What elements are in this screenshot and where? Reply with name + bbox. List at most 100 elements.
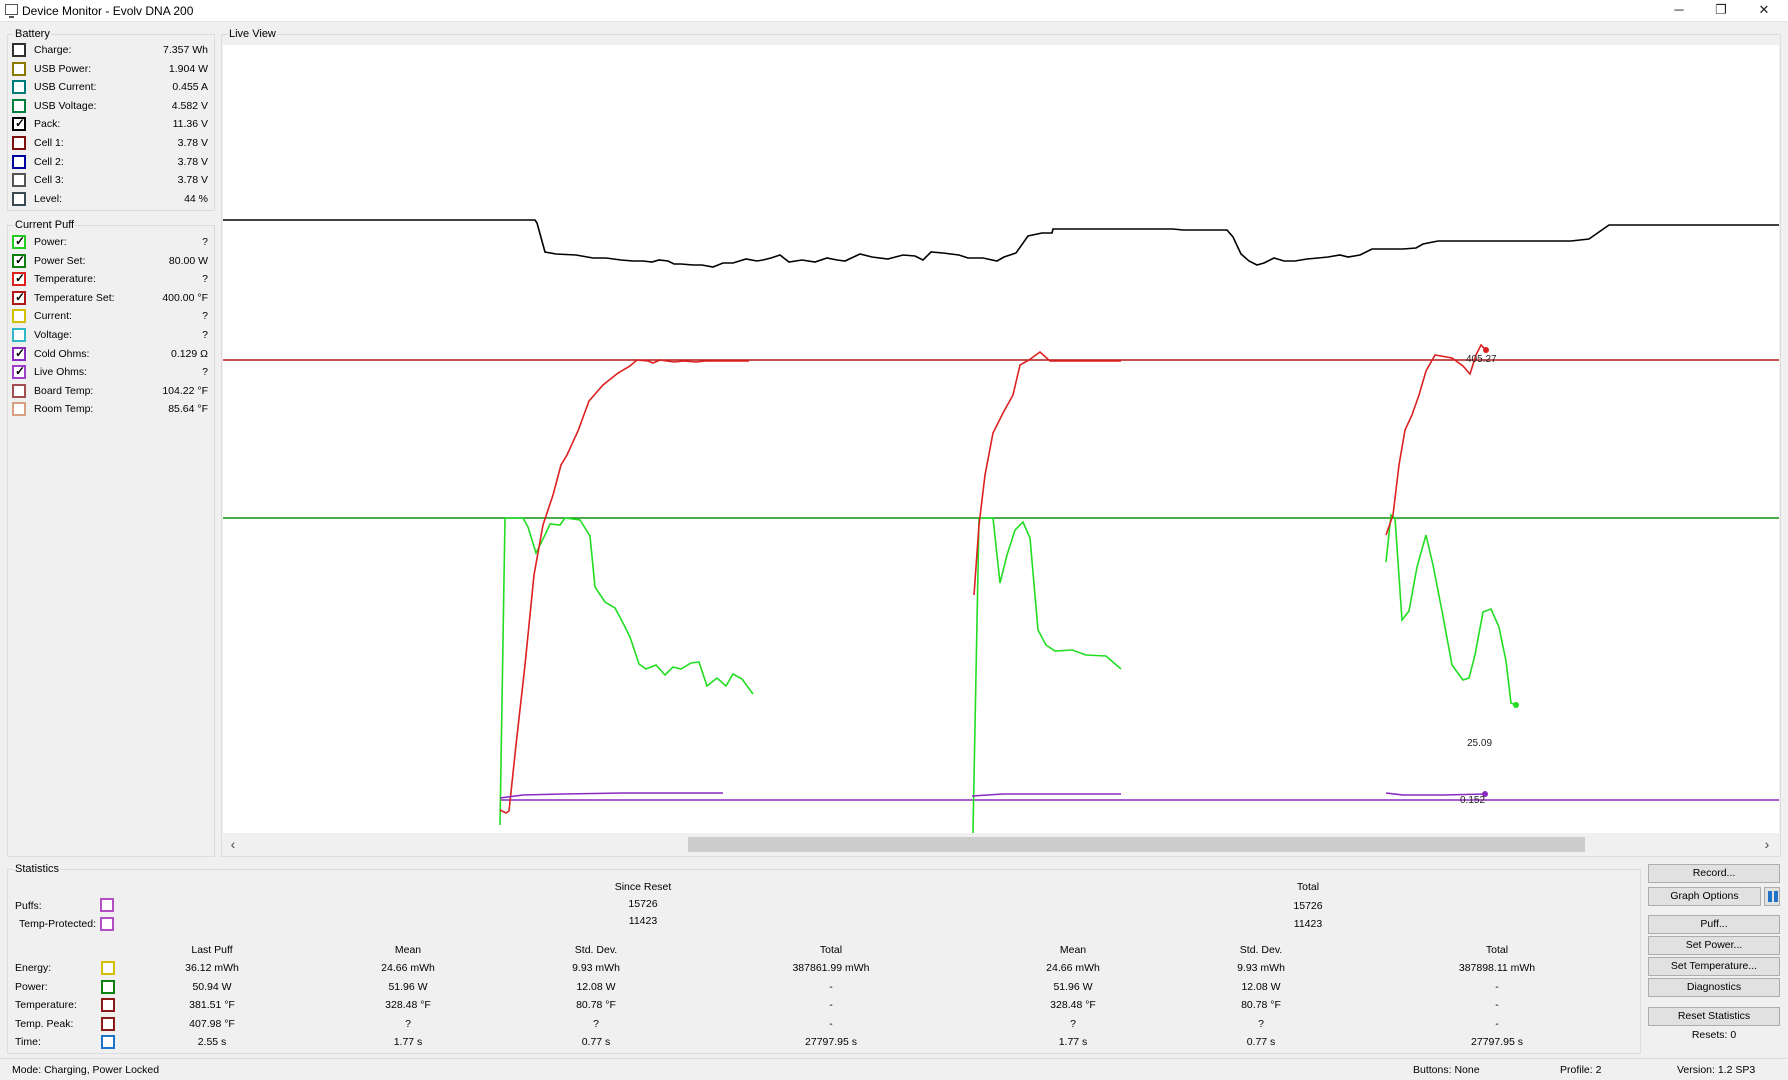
ohms-readout: 0.152 — [1460, 795, 1485, 806]
stat-cell: ? — [593, 1017, 599, 1030]
stat-cell: 9.93 mWh — [1237, 962, 1285, 974]
close-button[interactable]: ✕ — [1758, 2, 1770, 17]
series-checkbox[interactable]: ✓ — [12, 116, 26, 132]
minimize-button[interactable]: ─ — [1674, 2, 1684, 17]
series-row: Room Temp: 85.64 °F — [8, 400, 216, 418]
checkmark-icon: ✓ — [15, 345, 26, 360]
temperature-readout: 405.27 — [1466, 354, 1497, 365]
series-checkbox[interactable]: ✓ — [12, 364, 26, 380]
series-checkbox[interactable]: ✓ — [12, 234, 26, 249]
statistics-title: Statistics — [14, 863, 61, 875]
series-label: USB Current: — [34, 81, 97, 94]
series-row: Board Temp: 104.22 °F — [8, 382, 216, 400]
checkmark-icon: ✓ — [15, 116, 26, 131]
stat-row-label: Power: — [15, 980, 48, 993]
series-row: Voltage:? — [8, 326, 216, 344]
stat-cell: ? — [405, 1017, 411, 1030]
series-checkbox[interactable] — [12, 383, 26, 398]
scroll-left-button[interactable]: ‹ — [230, 836, 236, 852]
scroll-thumb[interactable] — [688, 837, 1585, 852]
live-ohms-line — [499, 792, 723, 799]
stat-row-checkbox[interactable] — [101, 979, 115, 994]
series-label: Temperature: — [34, 273, 96, 286]
series-label: Live Ohms: — [34, 366, 88, 379]
series-label: Cell 1: — [34, 137, 64, 149]
battery-group: Battery Charge: 7.357 Wh USB Power: 1.904 W… — [7, 28, 216, 211]
power-line — [971, 517, 1122, 884]
power-line — [499, 517, 754, 826]
series-checkbox[interactable] — [12, 43, 26, 57]
stat-cell: ? — [1258, 1017, 1264, 1030]
puff-button[interactable]: Puff... — [1648, 915, 1780, 934]
series-checkbox[interactable]: ✓ — [12, 271, 26, 287]
record-button[interactable]: Record... — [1648, 864, 1780, 883]
temp-protected-label: Temp-Protected: — [19, 918, 97, 930]
series-label: USB Voltage: — [34, 99, 97, 112]
series-label: Room Temp: — [34, 403, 94, 416]
series-row: USB Current: 0.455 A — [8, 78, 216, 96]
live-graph[interactable]: 405.27 25.09 0.152 — [223, 45, 1779, 884]
status-version: Version: 1.2 SP3 — [1677, 1064, 1756, 1076]
reset-statistics-button[interactable]: Reset Statistics — [1648, 1007, 1780, 1026]
stat-cell: 9.93 mWh — [572, 962, 620, 974]
set-temperature-button[interactable]: Set Temperature... — [1648, 957, 1780, 976]
stat-cell: 51.96 W — [1053, 980, 1093, 993]
graph-scrollbar[interactable]: ‹ › — [223, 833, 1779, 855]
series-checkbox[interactable] — [12, 154, 26, 169]
series-row: ✓ Temperature Set: 400.00 °F — [8, 289, 216, 307]
series-checkbox[interactable] — [12, 191, 26, 206]
scroll-right-button[interactable]: › — [1764, 836, 1770, 852]
stat-cell: 1.77 s — [393, 1036, 423, 1049]
stat-cell: 80.78 °F — [576, 999, 616, 1012]
live-graph-svg: 405.27 25.09 0.152 — [223, 219, 1779, 884]
set-power-button[interactable]: Set Power... — [1648, 936, 1780, 955]
series-checkbox[interactable] — [12, 80, 26, 95]
stat-row-checkbox[interactable] — [101, 998, 115, 1013]
restore-button[interactable]: ❐ — [1715, 2, 1727, 17]
series-label: Cell 3: — [34, 174, 64, 187]
series-checkbox[interactable] — [12, 309, 26, 324]
series-checkbox[interactable]: ✓ — [12, 253, 26, 268]
diagnostics-button[interactable]: Diagnostics — [1648, 978, 1780, 997]
stat-cell: 328.48 °F — [1050, 999, 1096, 1012]
puffs-checkbox[interactable] — [100, 898, 114, 912]
series-label: Charge: — [34, 44, 72, 56]
puffs-total: 15726 — [1293, 900, 1323, 912]
series-checkbox[interactable]: ✓ — [12, 345, 26, 361]
current-puff-group-title: Current Puff — [14, 219, 76, 231]
series-checkbox[interactable] — [12, 328, 26, 342]
series-checkbox[interactable] — [12, 402, 26, 417]
stat-row-checkbox[interactable] — [101, 1016, 115, 1031]
stat-cell: 387898.11 mWh — [1458, 962, 1536, 974]
stat-cell: - — [829, 980, 833, 993]
stat-row-checkbox[interactable] — [101, 961, 115, 975]
since-reset-header: Since Reset — [614, 881, 672, 893]
stat-cell: ? — [1070, 1017, 1076, 1030]
series-checkbox[interactable]: ✓ — [12, 290, 26, 305]
series-row: Cell 2: 3.78 V — [8, 153, 216, 171]
series-checkbox[interactable] — [12, 61, 26, 76]
series-value: ? — [202, 273, 208, 286]
series-row: Current:? — [8, 307, 216, 325]
temp-protected-since-reset: 11423 — [628, 915, 658, 927]
temperature-line — [499, 359, 749, 814]
stat-cell: 381.51 °F — [189, 999, 235, 1012]
total-header: Total — [1296, 881, 1320, 893]
stat-cell: 12.08 W — [576, 980, 616, 993]
series-checkbox[interactable] — [12, 98, 26, 113]
status-mode: Mode: Charging, Power Locked — [12, 1064, 160, 1076]
series-label: Cold Ohms: — [34, 347, 90, 360]
column-header: Total — [1485, 944, 1509, 956]
stat-row-checkbox[interactable] — [101, 1035, 115, 1050]
series-value: 400.00 °F — [162, 291, 208, 304]
series-label: Cell 2: — [34, 155, 64, 168]
graph-options-button[interactable]: Graph Options — [1648, 887, 1761, 906]
live-ohms-point — [1482, 791, 1488, 797]
stat-cell: 2.55 s — [197, 1036, 227, 1049]
series-label: Voltage: — [34, 329, 72, 341]
temp-protected-checkbox[interactable] — [100, 917, 114, 931]
pause-graph-button[interactable] — [1764, 887, 1780, 906]
series-checkbox[interactable] — [12, 136, 26, 150]
series-checkbox[interactable] — [12, 173, 26, 188]
stat-cell: - — [829, 999, 833, 1012]
